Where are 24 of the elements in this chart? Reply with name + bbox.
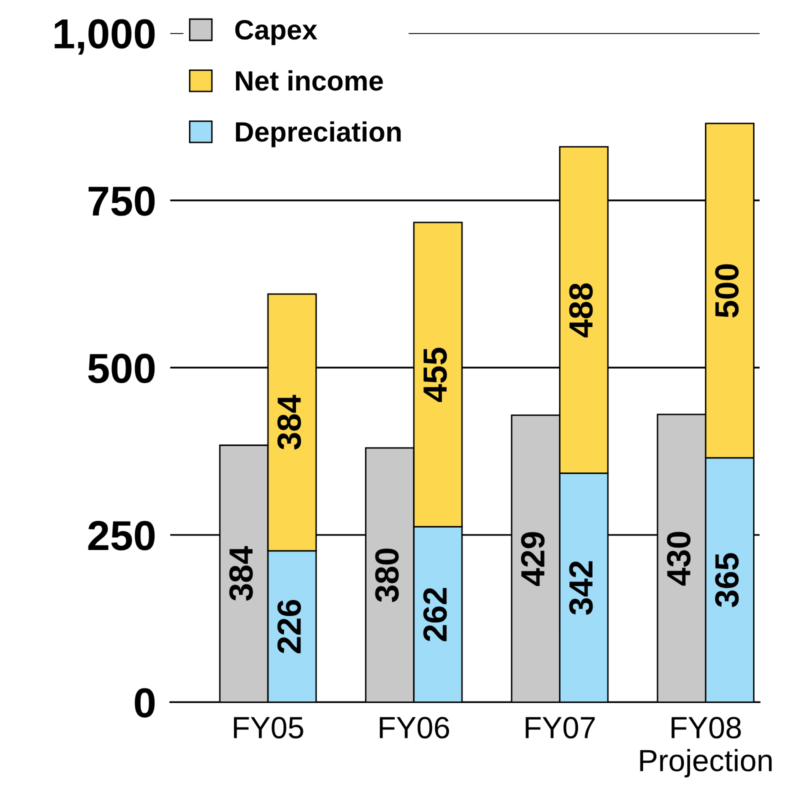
data-label: 226	[277, 600, 302, 654]
data-label: 430	[666, 532, 691, 586]
y-tick-label: 500	[88, 354, 155, 384]
data-label: 429	[521, 532, 545, 586]
data-label: 380	[375, 548, 399, 602]
data-label: 384	[229, 546, 253, 601]
x-tick-label: FY07	[526, 716, 595, 738]
data-label: 455	[424, 348, 447, 402]
legend-label: Depreciation	[236, 121, 401, 148]
x-tick-label: FY06	[380, 716, 450, 738]
legend-label: Capex	[235, 20, 318, 46]
data-label: 500	[715, 264, 739, 318]
data-label: 342	[569, 561, 593, 615]
x-tick-label: FY08 Projection	[640, 716, 772, 778]
y-tick-label: 0	[134, 688, 155, 718]
x-tick-label: FY05	[234, 716, 304, 738]
y-tick-label: 1,000	[54, 19, 155, 55]
y-tick-label: 750	[88, 186, 155, 216]
data-label: 262	[423, 588, 447, 642]
legend-label: Net income	[236, 70, 383, 91]
data-label: 384	[277, 394, 302, 450]
y-tick-label: 250	[88, 520, 155, 550]
data-label: 365	[715, 553, 739, 608]
data-label: 488	[569, 283, 593, 338]
